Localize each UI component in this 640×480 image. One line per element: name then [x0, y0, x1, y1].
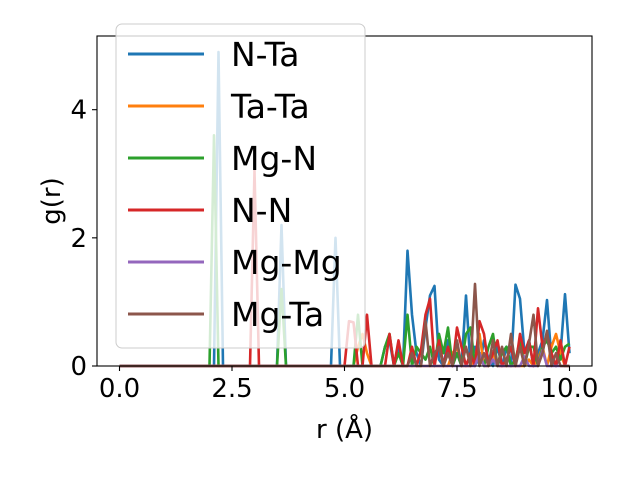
x-tick-label: 0.0: [99, 374, 140, 404]
y-axis-ticks: 0 2 4: [70, 96, 97, 382]
y-axis-label: g(r): [37, 177, 67, 224]
x-tick-label: 10.0: [541, 374, 599, 404]
x-axis-ticks: 0.0 2.5 5.0 7.5 10.0: [99, 366, 599, 404]
x-tick-label: 5.0: [324, 374, 365, 404]
y-tick-label: 4: [70, 96, 87, 126]
x-tick-label: 7.5: [436, 374, 477, 404]
legend-label-mg-ta: Mg-Ta: [231, 295, 324, 334]
x-axis-label: r (Å): [316, 413, 373, 445]
legend-label-mg-n: Mg-N: [231, 139, 317, 178]
legend-label-mg-mg: Mg-Mg: [231, 243, 342, 282]
legend: N-Ta Ta-Ta Mg-N N-N Mg-Mg Mg-Ta: [115, 23, 366, 349]
x-tick-label: 2.5: [211, 374, 252, 404]
y-tick-label: 0: [70, 352, 87, 382]
legend-label-ta-ta: Ta-Ta: [230, 87, 310, 126]
y-tick-label: 2: [70, 224, 87, 254]
legend-label-n-ta: N-Ta: [231, 35, 299, 74]
legend-label-n-n: N-N: [231, 191, 292, 230]
